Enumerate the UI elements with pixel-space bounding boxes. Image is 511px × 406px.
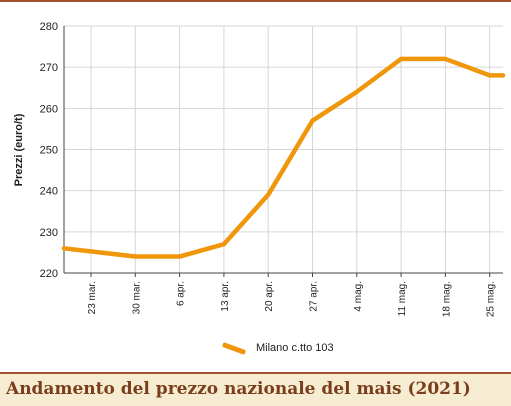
y-tick-label: 280: [40, 21, 58, 33]
y-tick-label: 250: [40, 145, 58, 157]
data-point: [399, 56, 404, 61]
legend: Milano c.tto 103: [221, 340, 334, 356]
series-group: [61, 56, 506, 259]
x-axis-ticks: 23 mar. 30 mar. 6 apr. 13 apr. 20 apr. 27 apr…: [87, 281, 497, 317]
top-border: [0, 0, 511, 2]
y-tick-label: 230: [40, 227, 58, 239]
data-point: [443, 56, 448, 61]
y-axis-ticks: 220 230 240 250 260 270 280: [40, 21, 58, 280]
x-tick-label: 25 mag.: [486, 281, 497, 317]
data-point: [62, 246, 66, 251]
x-tick-label: 11 mag.: [397, 281, 408, 316]
x-tick-label: 30 mar.: [131, 281, 142, 314]
y-tick-label: 240: [40, 186, 58, 198]
legend-label: Milano c.tto 103: [256, 342, 334, 354]
x-tick-label: 23 mar.: [87, 281, 98, 314]
chart-caption: Andamento del prezzo nazionale del mais …: [6, 379, 471, 399]
x-tick-label: 6 apr.: [176, 281, 187, 306]
grid: [63, 25, 503, 277]
data-point: [177, 254, 182, 259]
x-tick-label: 20 apr.: [264, 281, 275, 312]
x-tick-label: 18 mag.: [441, 281, 452, 317]
y-axis-label: Prezzi (euro/t): [13, 113, 25, 186]
x-tick-label: 27 apr.: [309, 281, 320, 312]
data-point: [501, 73, 505, 78]
y-tick-label: 260: [40, 103, 58, 115]
data-point: [133, 254, 138, 259]
data-point: [266, 192, 271, 197]
data-point: [310, 118, 315, 123]
caption-bar: Andamento del prezzo nazionale del mais …: [0, 372, 511, 406]
series-line: [61, 56, 506, 259]
data-point: [354, 89, 359, 94]
x-tick-label: 4 mag.: [353, 281, 364, 312]
x-tick-label: 13 apr.: [220, 281, 231, 312]
y-tick-label: 220: [40, 268, 58, 280]
y-tick-label: 270: [40, 62, 58, 74]
line-chart: 220 230 240 250 260 270 280 23 mar. 30 mar. 6 ap…: [13, 21, 506, 317]
data-point: [487, 73, 492, 78]
legend-swatch: [221, 341, 247, 355]
data-point: [221, 242, 226, 247]
